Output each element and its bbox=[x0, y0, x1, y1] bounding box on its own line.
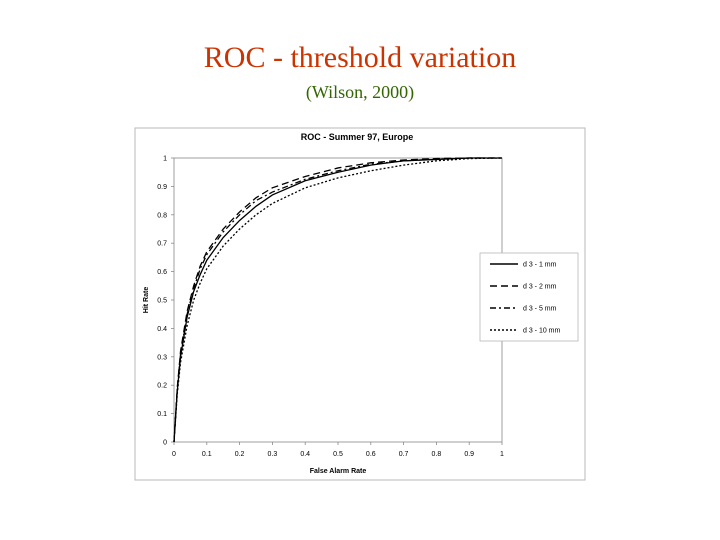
y-tick-label: 0.2 bbox=[157, 383, 167, 390]
y-axis-ticks: 0 0.1 0.2 0.3 0.4 0.5 0.6 0.7 0.8 0.9 1 bbox=[157, 156, 174, 447]
legend-label: d 3 - 10 mm bbox=[523, 328, 561, 335]
y-tick-label: 0.8 bbox=[157, 212, 167, 219]
series-line-2 bbox=[173, 157, 502, 443]
x-tick-label: 1 bbox=[500, 451, 504, 458]
y-tick-label: 0.3 bbox=[157, 354, 167, 361]
legend: d 3 - 1 mm d 3 - 2 mm d 3 - 5 mm d 3 - 10 m… bbox=[490, 262, 561, 335]
y-tick-label: 1 bbox=[163, 156, 167, 163]
plot-area bbox=[173, 157, 503, 443]
x-tick-label: 0 bbox=[172, 451, 176, 458]
y-tick-label: 0.4 bbox=[157, 326, 167, 333]
x-axis-label: False Alarm Rate bbox=[310, 468, 367, 475]
legend-label: d 3 - 2 mm bbox=[523, 284, 557, 291]
legend-label: d 3 - 1 mm bbox=[523, 262, 557, 269]
x-tick-label: 0.5 bbox=[333, 451, 343, 458]
y-tick-label: 0.1 bbox=[157, 411, 167, 418]
y-axis-label: Hit Rate bbox=[143, 287, 150, 314]
series-line-3 bbox=[173, 157, 502, 443]
x-tick-label: 0.2 bbox=[235, 451, 245, 458]
chart-frame bbox=[134, 127, 586, 481]
y-tick-label: 0.5 bbox=[157, 298, 167, 305]
x-axis-ticks: 0 0.1 0.2 0.3 0.4 0.5 0.6 0.7 0.8 0.9 1 bbox=[172, 442, 504, 458]
x-tick-label: 0.9 bbox=[464, 451, 474, 458]
legend-box bbox=[479, 252, 579, 342]
chart-title: ROC - Summer 97, Europe bbox=[301, 132, 414, 142]
series-lines bbox=[173, 157, 503, 443]
legend-label: d 3 - 5 mm bbox=[523, 306, 557, 313]
x-tick-label: 0.3 bbox=[268, 451, 278, 458]
x-tick-label: 0.1 bbox=[202, 451, 212, 458]
y-tick-label: 0.9 bbox=[157, 184, 167, 191]
series-line-1 bbox=[173, 157, 502, 443]
x-tick-label: 0.7 bbox=[399, 451, 409, 458]
series-line-4 bbox=[173, 157, 503, 443]
y-tick-label: 0.6 bbox=[157, 269, 167, 276]
y-tick-label: 0 bbox=[163, 440, 167, 447]
x-tick-label: 0.6 bbox=[366, 451, 376, 458]
slide-subtitle: (Wilson, 2000) bbox=[305, 82, 415, 102]
y-tick-label: 0.7 bbox=[157, 241, 167, 248]
x-tick-label: 0.8 bbox=[432, 451, 442, 458]
slide-title: ROC - threshold variation bbox=[203, 41, 517, 74]
x-tick-label: 0.4 bbox=[300, 451, 310, 458]
